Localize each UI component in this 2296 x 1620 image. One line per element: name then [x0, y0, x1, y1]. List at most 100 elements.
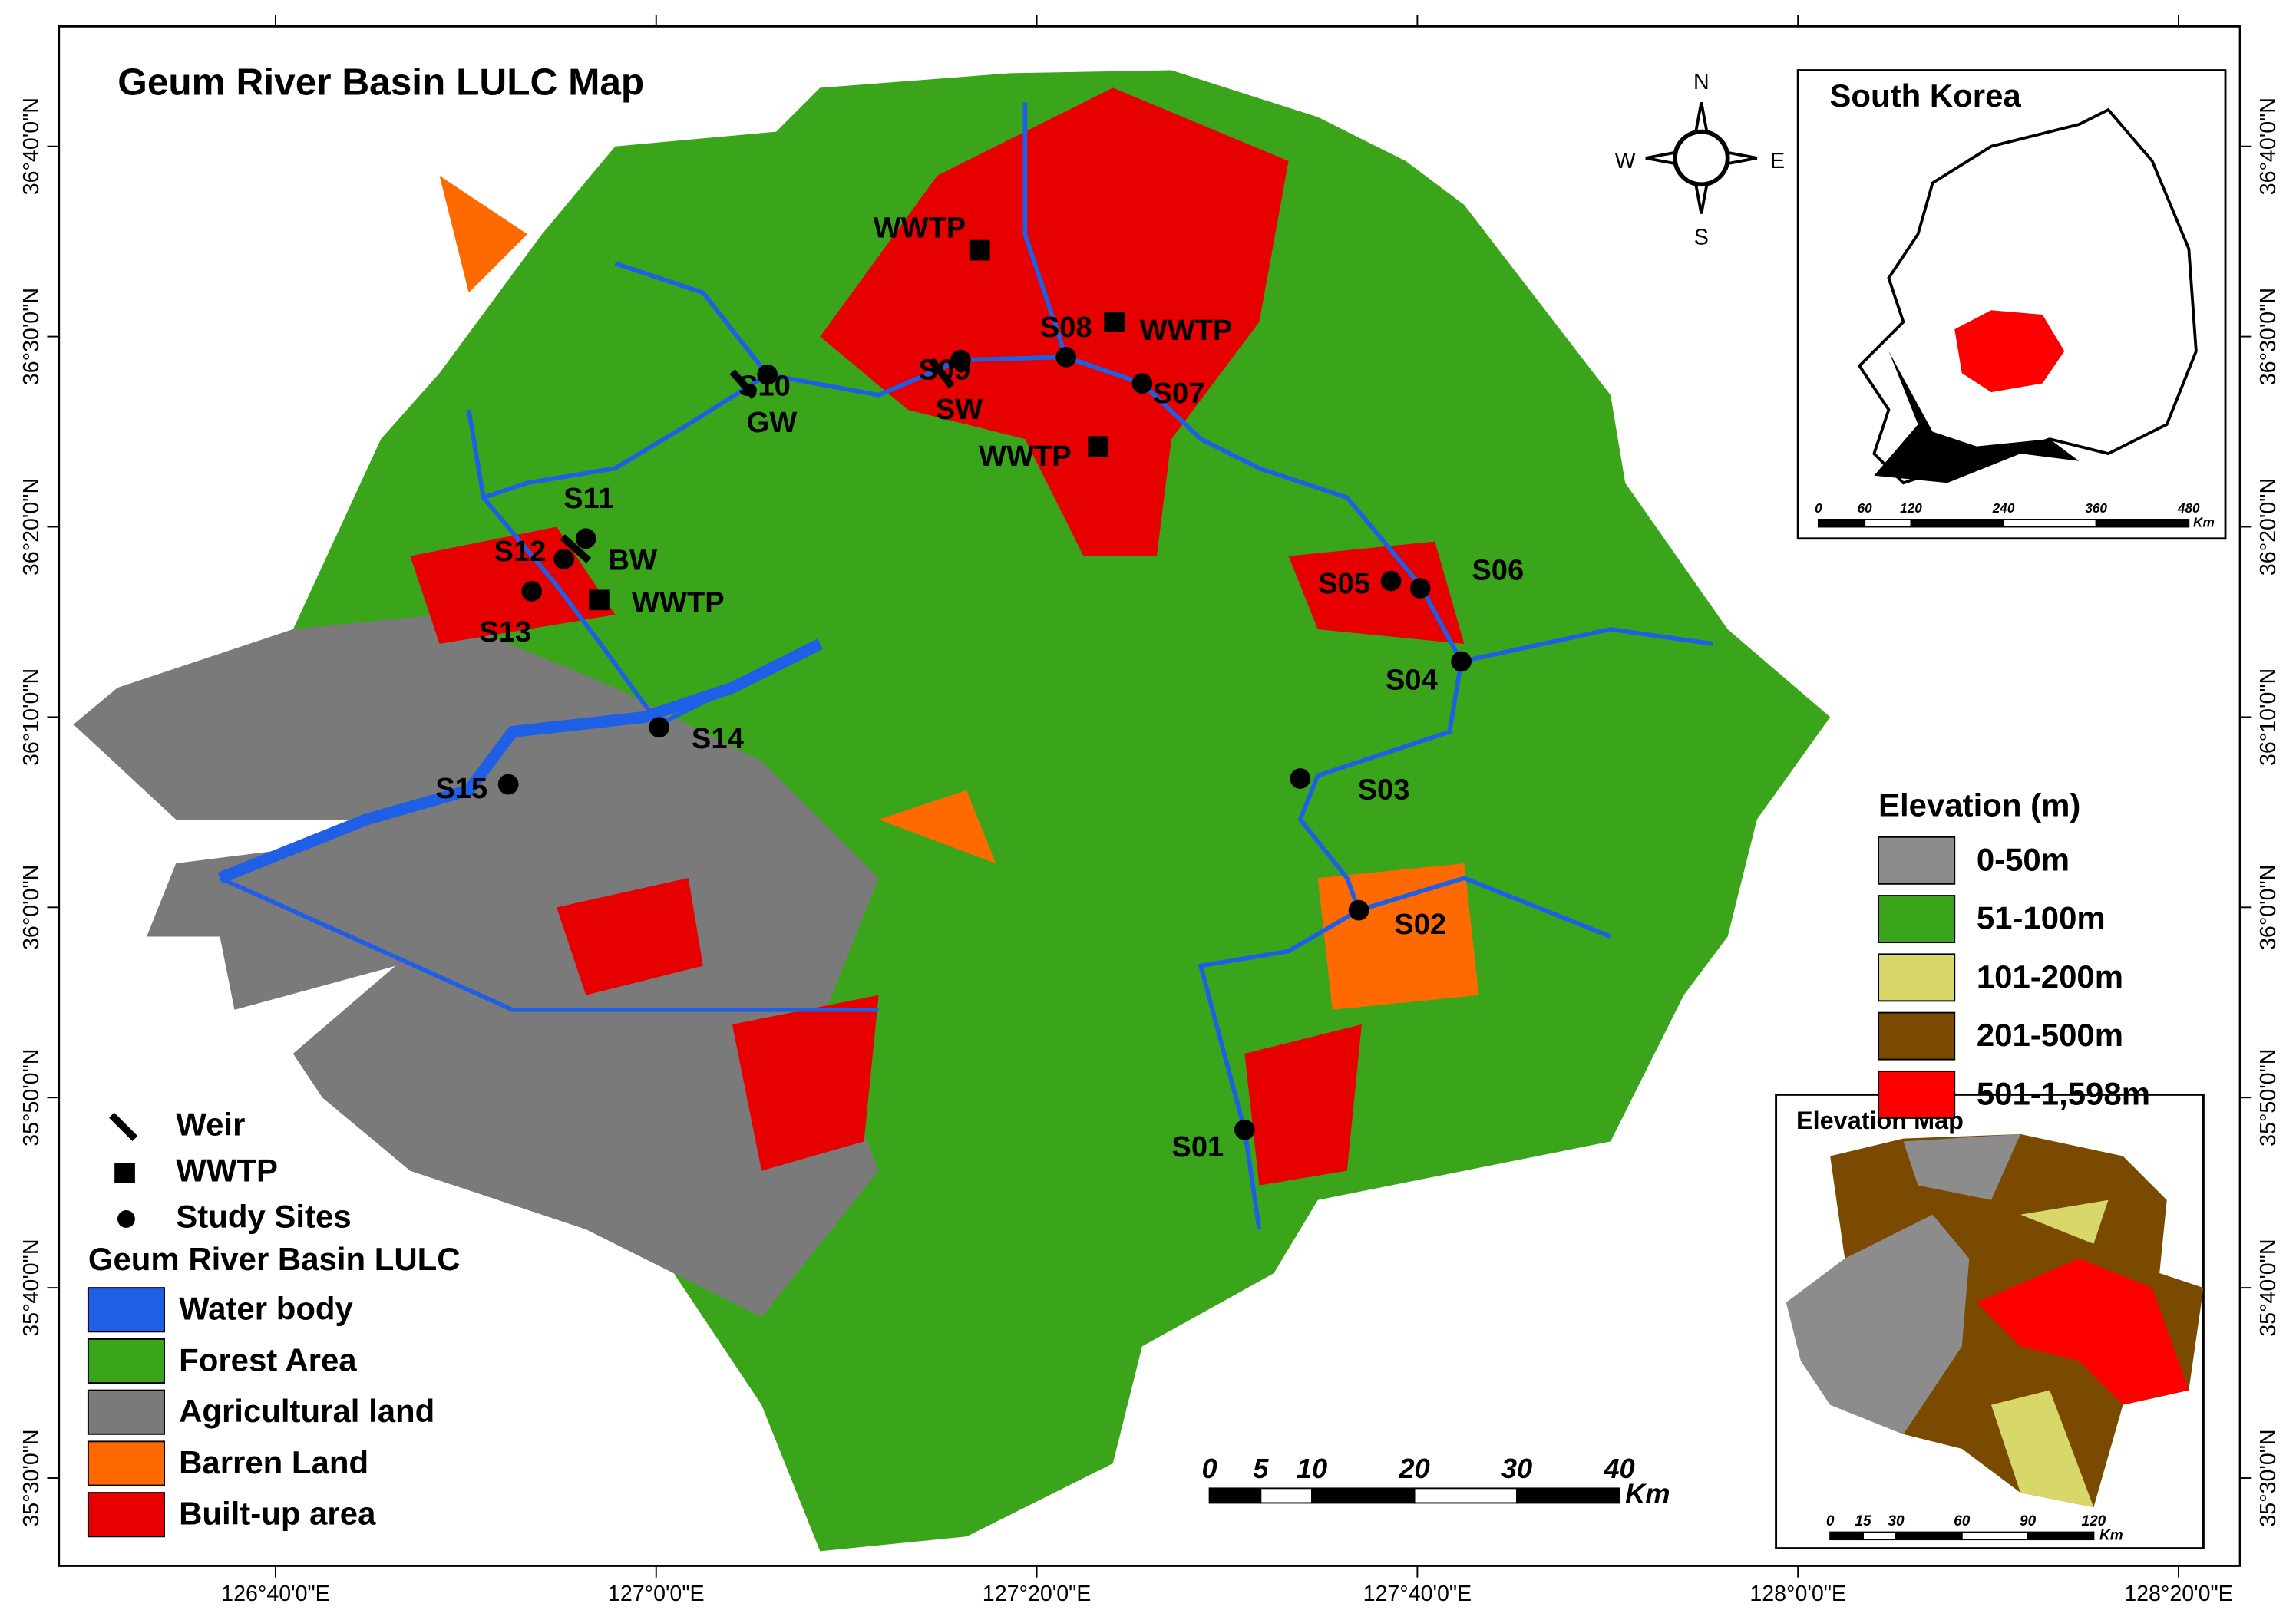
legend-label: Study Sites — [176, 1199, 351, 1235]
scale-label: 30 — [1501, 1453, 1532, 1484]
site-symbol — [521, 581, 543, 602]
legend-weir — [109, 1112, 138, 1141]
site-symbol — [950, 349, 971, 371]
scale-segment — [1260, 1487, 1313, 1504]
site-label: S06 — [1472, 554, 1524, 587]
site-label: S11 — [563, 482, 614, 515]
site-label: S07 — [1153, 377, 1205, 410]
site-symbol — [1451, 651, 1472, 672]
longitude-label: 126°40'0"E — [221, 1582, 330, 1606]
scale-label: 0 — [1202, 1453, 1217, 1484]
site-label: S14 — [692, 722, 744, 755]
weir-label: GW — [747, 406, 798, 439]
site-label: S01 — [1171, 1130, 1224, 1163]
scale-label: 60 — [1858, 500, 1873, 516]
site-label: S02 — [1394, 908, 1446, 941]
site-symbol — [729, 369, 758, 399]
latitude-label: 35°40'0"N — [19, 1239, 44, 1337]
scale-unit: Km — [2099, 1527, 2123, 1543]
scale-segment — [2027, 1531, 2095, 1541]
longitude-label: 128°20'0"E — [2124, 1582, 2233, 1606]
site-symbol — [1380, 570, 1402, 592]
latitude-label: 36°20'0"N — [19, 478, 44, 576]
longitude-label: 127°0'0"E — [608, 1582, 705, 1606]
site-symbol — [1088, 436, 1109, 457]
site-label: S15 — [435, 772, 487, 805]
inset-title: South Korea — [1829, 78, 2021, 114]
wwtp-label: WWTP — [979, 440, 1072, 473]
scale-label: 30 — [1888, 1513, 1905, 1529]
legend-wwtp — [114, 1163, 135, 1183]
site-label: S04 — [1386, 664, 1438, 697]
legend-swatch — [87, 1389, 165, 1435]
site-symbol — [575, 528, 596, 549]
elev-501 — [1976, 1258, 2189, 1405]
site-symbol — [560, 534, 592, 563]
legend-label: Water body — [179, 1291, 353, 1327]
legend-swatch — [87, 1338, 165, 1384]
site-symbol — [969, 239, 990, 261]
urban-patches — [410, 526, 1465, 1186]
legend-label: Barren Land — [179, 1444, 368, 1480]
site-symbol — [1409, 578, 1431, 599]
scale-segment — [1829, 1531, 1865, 1541]
inset-elevation: Elevation Map — [1775, 1093, 2205, 1549]
compass-circle — [1673, 129, 1730, 187]
latitude-label: 36°0'0"N — [19, 865, 44, 950]
rivers — [219, 102, 1713, 1230]
basin — [73, 70, 1831, 1552]
legend-label: 101-200m — [1977, 958, 2123, 995]
scale-segment — [1864, 519, 1912, 528]
scale-segment — [1208, 1487, 1262, 1504]
compass-south: S — [1694, 225, 1709, 249]
scale-segment — [1961, 1531, 2029, 1541]
scale-segment — [1413, 1487, 1518, 1504]
legend-label: WWTP — [176, 1153, 278, 1189]
legend-label: Agricultural land — [179, 1393, 434, 1429]
longitude-label: 127°20'0"E — [983, 1582, 1092, 1606]
latitude-label: 36°10'0"N — [19, 668, 44, 766]
latitude-label: 35°30'0"N — [2256, 1429, 2281, 1526]
scale-label: 240 — [1992, 500, 2015, 516]
scale-label: 15 — [1855, 1513, 1871, 1529]
scale-unit: Km — [1625, 1477, 1670, 1509]
latitude-label: 35°30'0"N — [19, 1429, 44, 1526]
weir-label: SW — [936, 393, 983, 426]
legend-site — [117, 1210, 135, 1228]
scale-segment — [2003, 519, 2097, 528]
site-symbol — [497, 774, 519, 795]
site-symbol — [1290, 768, 1311, 789]
site-symbol — [1131, 373, 1153, 394]
legend-swatch — [1878, 895, 1956, 944]
wwtp-label: WWTP — [874, 211, 966, 244]
legend-label: Weir — [176, 1106, 245, 1142]
latitude-label: 36°40'0"N — [19, 97, 44, 195]
legend-swatch — [87, 1440, 165, 1486]
scale-segment — [1311, 1487, 1416, 1504]
latitude-label: 36°30'0"N — [19, 288, 44, 385]
scale-label: 90 — [2020, 1513, 2037, 1529]
korea-coast — [1874, 351, 2080, 483]
longitude-label: 128°0'0"E — [1749, 1582, 1846, 1606]
legend-label: 51-100m — [1977, 900, 2106, 936]
latitude-label: 35°50'0"N — [2256, 1049, 2281, 1147]
site-symbol — [1234, 1119, 1255, 1140]
study-sites: S01 S02 S03 S04 S05 S06 S07 S08 S09 S10 … — [435, 211, 1524, 1163]
elev-101-200 — [1990, 1199, 2109, 1508]
scale-label: 120 — [1900, 500, 1922, 516]
legend-title: Geum River Basin LULC — [88, 1241, 461, 1277]
wwtp-label: WWTP — [632, 586, 725, 619]
scale-label: 40 — [1603, 1453, 1634, 1484]
legend-label: 0-50m — [1977, 841, 2070, 877]
site-symbol — [649, 717, 669, 738]
compass-west: W — [1615, 149, 1636, 173]
generated: 126°40'0"E 127°0'0"E 127°20'0"E 127°40'0"E 1… — [19, 15, 2281, 1606]
site-label: S05 — [1318, 567, 1370, 600]
scale-label: 0 — [1815, 500, 1822, 516]
scale-label: 5 — [1253, 1453, 1269, 1484]
compass-east: E — [1770, 149, 1785, 173]
latitude-label: 35°50'0"N — [19, 1049, 44, 1147]
legend-swatch — [1878, 1011, 1956, 1061]
wwtp-label: WWTP — [1140, 314, 1233, 347]
site-symbol — [1348, 899, 1369, 921]
